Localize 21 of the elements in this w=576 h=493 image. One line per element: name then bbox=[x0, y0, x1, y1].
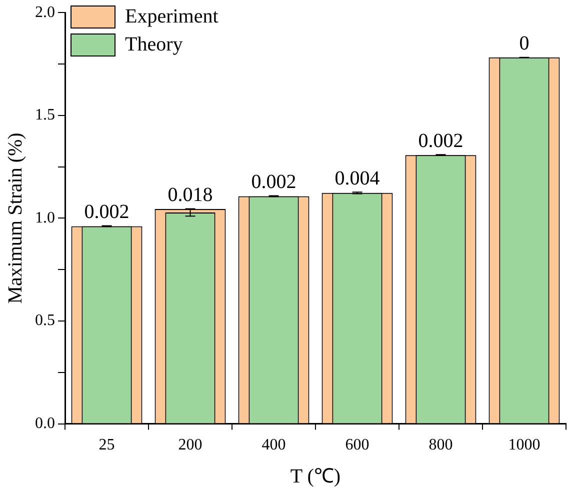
y-tick-label: 1.0 bbox=[35, 209, 55, 226]
annotation: 0.004 bbox=[334, 167, 380, 190]
y-tick-label: 0.0 bbox=[35, 415, 55, 432]
x-tick-label: 400 bbox=[262, 436, 286, 454]
x-tick-label: 200 bbox=[178, 436, 202, 454]
x-tick-label: 25 bbox=[98, 436, 115, 454]
legend-label: Experiment bbox=[125, 5, 219, 28]
annotation: 0.002 bbox=[84, 201, 130, 224]
annotation: 0 bbox=[519, 32, 530, 55]
y-tick-label: 0.5 bbox=[35, 312, 55, 330]
annotation: 0.018 bbox=[168, 184, 213, 206]
y-tick-label: 1.5 bbox=[35, 106, 55, 124]
x-axis-title: T (℃) bbox=[290, 465, 341, 488]
annotation: 0.002 bbox=[418, 130, 464, 152]
y-axis-title: Maximum Strain (%) bbox=[4, 132, 26, 304]
x-tick-label: 800 bbox=[428, 436, 453, 454]
legend-label: Theory bbox=[125, 33, 183, 56]
y-tick-label: 2.0 bbox=[35, 4, 55, 21]
x-tick-label: 600 bbox=[345, 436, 370, 454]
x-tick-label: 1000 bbox=[508, 436, 540, 454]
annotation: 0.002 bbox=[251, 171, 296, 194]
